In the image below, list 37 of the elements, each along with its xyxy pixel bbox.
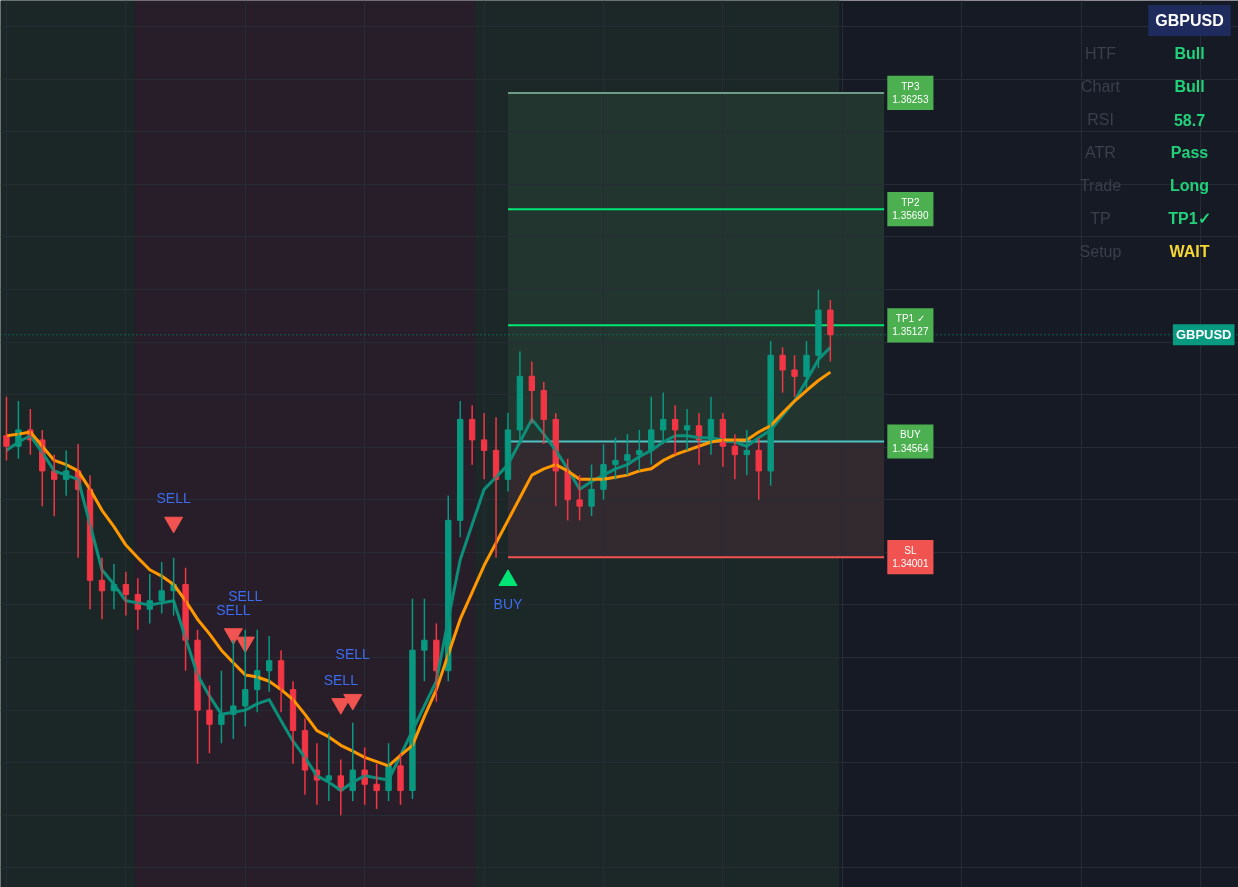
- text: TP1✓: [1168, 210, 1211, 227]
- text: Long: [1169, 177, 1210, 194]
- candlestick: [421, 597, 428, 682]
- candlestick: [397, 752, 404, 806]
- candlestick: [755, 437, 762, 501]
- point: [164, 516, 184, 534]
- text: 58.7: [1173, 111, 1206, 129]
- text: SELL: [156, 490, 191, 507]
- series-label: BUY: [493, 596, 524, 613]
- ref-line-label: TP2 1.35690: [892, 197, 929, 222]
- series-label: SELL: [323, 671, 359, 688]
- text: Pass: [1170, 144, 1209, 161]
- candlestick: [791, 354, 798, 398]
- ref-line-label: TP3 1.36253: [892, 80, 929, 106]
- point: [343, 693, 363, 711]
- candlestick: [158, 561, 165, 615]
- candlestick: [242, 628, 249, 728]
- candlestick: [588, 463, 595, 517]
- candlestick: [576, 474, 583, 522]
- ref-line-label: GBPUSD: [1175, 327, 1232, 343]
- text: SELL: [335, 645, 370, 662]
- candlestick: [206, 684, 213, 754]
- ref-line-label: TP1 ✓ 1.35127: [892, 313, 929, 338]
- candlestick: [624, 433, 631, 476]
- ref-line-label: SL 1.34001: [892, 545, 929, 570]
- candlestick: [827, 299, 834, 363]
- text: WAIT: [1169, 243, 1210, 260]
- text: GBPUSD: [1155, 12, 1224, 29]
- ref-line-label: BUY 1.34564: [892, 429, 929, 454]
- candlestick: [779, 346, 786, 394]
- point: [331, 698, 351, 715]
- text: Bull: [1174, 78, 1205, 95]
- candlestick: [3, 396, 10, 462]
- candlestick: [373, 763, 380, 810]
- candlestick: [612, 437, 619, 481]
- point: [223, 628, 243, 645]
- text: Bull: [1174, 45, 1205, 62]
